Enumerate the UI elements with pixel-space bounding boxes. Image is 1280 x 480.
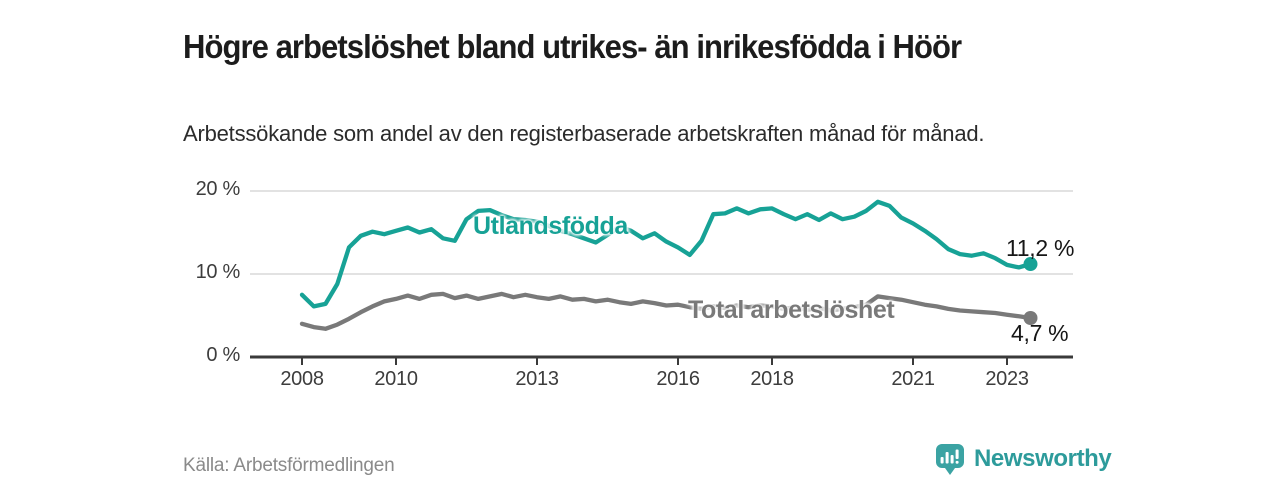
series-end-dot xyxy=(1023,310,1038,325)
series-end-dot xyxy=(1023,257,1038,272)
x-axis-tick-label: 2013 xyxy=(515,368,559,390)
y-axis-tick-label: 20 % xyxy=(195,178,241,200)
x-axis-tick-label: 2016 xyxy=(656,368,700,390)
y-axis-tick-label: 0 % xyxy=(206,344,240,366)
x-axis-tick-label: 2018 xyxy=(750,368,794,390)
x-axis-tick-label: 2021 xyxy=(891,368,935,390)
newsworthy-bubble-chart-icon xyxy=(936,444,964,475)
chart-subtitle: Arbetssökande som andel av den registerb… xyxy=(183,121,985,146)
newsworthy-logo: Newsworthy xyxy=(936,444,1112,475)
x-axis-tick-label: 2010 xyxy=(374,368,418,390)
x-axis-tick-label: 2023 xyxy=(985,368,1029,390)
end-value-label-total: 4,7 % xyxy=(1011,320,1069,346)
end-value-label-utlandsfodda: 11,2 % xyxy=(1006,235,1075,261)
source-note: Källa: Arbetsförmedlingen xyxy=(183,455,395,476)
series-label-utlandsfodda: Utlandsfödda xyxy=(473,212,628,240)
y-axis-tick-label: 10 % xyxy=(195,261,241,283)
series-line-utlandsf-dda xyxy=(299,199,1033,309)
page-title: Högre arbetslöshet bland utrikes- än inr… xyxy=(183,28,962,66)
x-axis-tick-label: 2008 xyxy=(280,368,324,390)
newsworthy-wordmark: Newsworthy xyxy=(974,445,1112,472)
series-label-total-arbetsloshet: Total arbetslöshet xyxy=(688,296,895,324)
series-line-total-arbetsl-shet xyxy=(299,291,1033,331)
